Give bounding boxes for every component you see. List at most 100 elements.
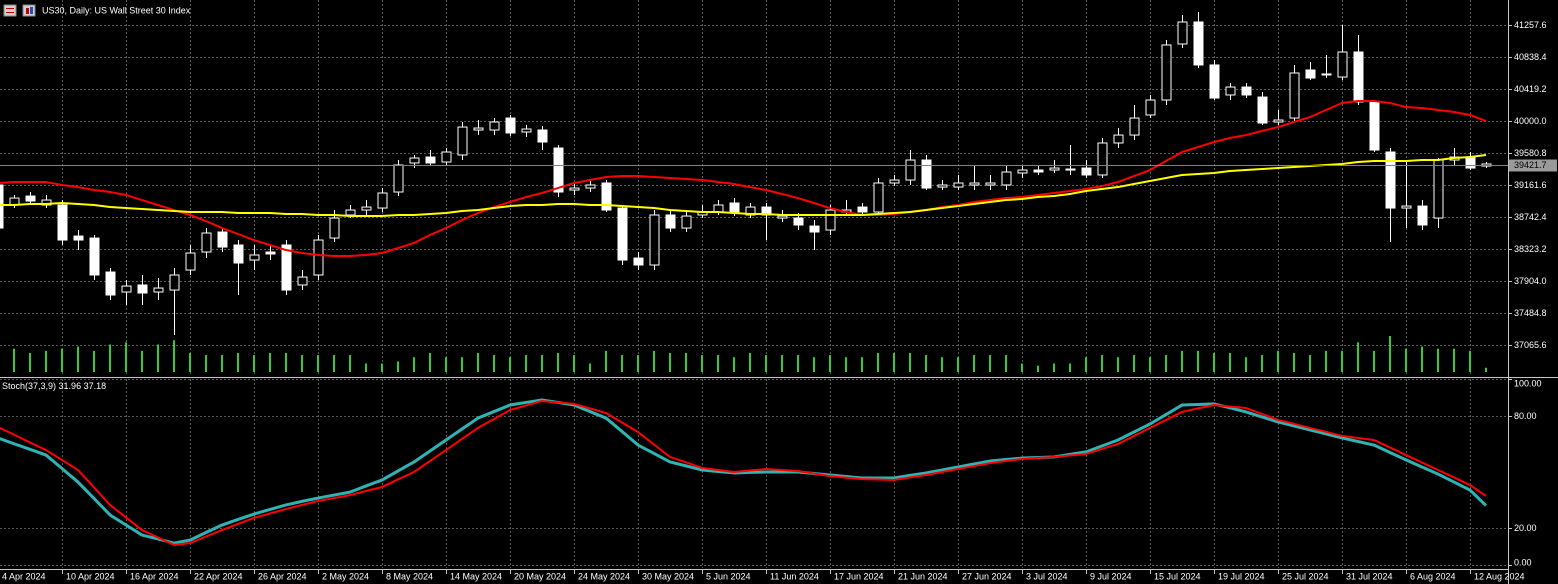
y-tick-label: 37065.6: [1514, 340, 1547, 350]
volume-bar: [1421, 346, 1423, 372]
y-tick-label: 40419.2: [1514, 84, 1547, 94]
candle-body: [1337, 51, 1348, 78]
candle-body: [265, 251, 276, 255]
volume-bar: [333, 355, 335, 372]
candle-body: [1385, 151, 1396, 209]
candle-body: [649, 214, 660, 266]
volume-bar: [1133, 355, 1135, 372]
x-tick-label: 25 Jul 2024: [1282, 571, 1329, 581]
indicator-line: [0, 399, 1487, 546]
candle-body: [1321, 73, 1332, 76]
x-tick-label: 8 May 2024: [386, 571, 433, 581]
volume-bar: [189, 352, 191, 372]
x-tick-label: 14 May 2024: [450, 571, 502, 581]
volume-bar: [1373, 350, 1375, 372]
candle-body: [921, 159, 932, 189]
volume-bar: [317, 355, 319, 372]
candle-body: [953, 182, 964, 188]
candle-body: [1161, 44, 1172, 101]
volume-bar: [669, 352, 671, 372]
x-tick-label: 9 Jul 2024: [1090, 571, 1132, 581]
x-tick-label: 27 Jun 2024: [962, 571, 1012, 581]
candle-body: [793, 217, 804, 226]
candle-body: [1145, 99, 1156, 116]
candle-body: [457, 126, 468, 156]
current-price-box: [1509, 159, 1557, 172]
candle-body: [777, 215, 788, 219]
y-tick-label: 39161.6: [1514, 180, 1547, 190]
candle-body: [985, 182, 996, 186]
candle-body: [0, 184, 4, 229]
candle-body: [553, 147, 564, 193]
stoch-title: Stoch(37,3,9): [2, 381, 56, 391]
volume-bar: [541, 355, 543, 372]
volume-bar: [285, 352, 287, 372]
volume-bar: [1117, 357, 1119, 372]
symbol-icon-mark: [26, 8, 29, 14]
chart-title: US30, Daily: US Wall Street 30 Index: [42, 5, 191, 15]
x-tick-label: 10 Apr 2024: [66, 571, 115, 581]
x-tick-label: 17 Jun 2024: [834, 571, 884, 581]
candle-body: [105, 271, 116, 296]
volume-bar: [957, 357, 959, 372]
volume-bar: [301, 355, 303, 372]
candle-body: [1417, 205, 1428, 226]
stoch-signal-value: 37.18: [84, 381, 107, 391]
volume-bar: [525, 355, 527, 372]
y-tick-label: 37484.8: [1514, 308, 1547, 318]
candle-body: [1017, 169, 1028, 174]
volume-bar: [925, 355, 927, 372]
volume-bar: [1261, 355, 1263, 372]
volume-bar: [829, 355, 831, 372]
grid-layer: [0, 0, 1508, 568]
volume-bar: [637, 355, 639, 372]
symbol-icon-mark: [30, 7, 33, 14]
candle-body: [25, 195, 36, 202]
x-tick-label: 11 Jun 2024: [770, 571, 819, 581]
volume-bar: [349, 355, 351, 372]
y-tick-label: 0.00: [1514, 557, 1532, 567]
candle-body: [201, 232, 212, 253]
y-tick-label: 100.00: [1514, 378, 1542, 388]
volume-bar: [365, 363, 367, 372]
volume-bar: [429, 352, 431, 372]
volume-bar: [1021, 363, 1023, 372]
menu-icon[interactable]: [3, 4, 17, 17]
volume-bar: [157, 344, 159, 372]
candle-body: [41, 199, 52, 206]
candle-body: [537, 129, 548, 143]
candle-body: [857, 206, 868, 213]
volume-bar: [413, 357, 415, 372]
volume-bar: [589, 363, 591, 372]
volume-bar: [701, 355, 703, 372]
x-tick-label: 4 Apr 2024: [2, 571, 46, 581]
x-tick-label: 19 Jul 2024: [1218, 571, 1265, 581]
candle-body: [521, 128, 532, 133]
volume-bar: [1277, 350, 1279, 372]
candle-body: [281, 244, 292, 291]
candle-body: [1465, 156, 1476, 169]
volume-bar: [381, 363, 383, 372]
candle-body: [617, 207, 628, 261]
candle-body: [217, 231, 228, 248]
candle-body: [1001, 171, 1012, 186]
candle-body: [169, 274, 180, 291]
candle-body: [393, 164, 404, 193]
volume-bar: [77, 346, 79, 372]
x-tick-label: 12 Aug 2024: [1474, 571, 1525, 581]
volume-bar: [685, 352, 687, 372]
volume-bar: [941, 357, 943, 372]
candle-body: [1353, 51, 1364, 103]
candle-body: [681, 215, 692, 229]
candle-body: [1289, 72, 1300, 119]
header: US30, Daily: US Wall Street 30 Index Sto…: [2, 4, 191, 391]
volume-bar: [141, 350, 143, 372]
volume-bar: [397, 361, 399, 372]
candle-body: [1129, 117, 1140, 136]
volume-bar: [845, 357, 847, 372]
candle-body: [313, 239, 324, 276]
plot-layer: [0, 11, 1508, 546]
volume-bar: [909, 352, 911, 372]
